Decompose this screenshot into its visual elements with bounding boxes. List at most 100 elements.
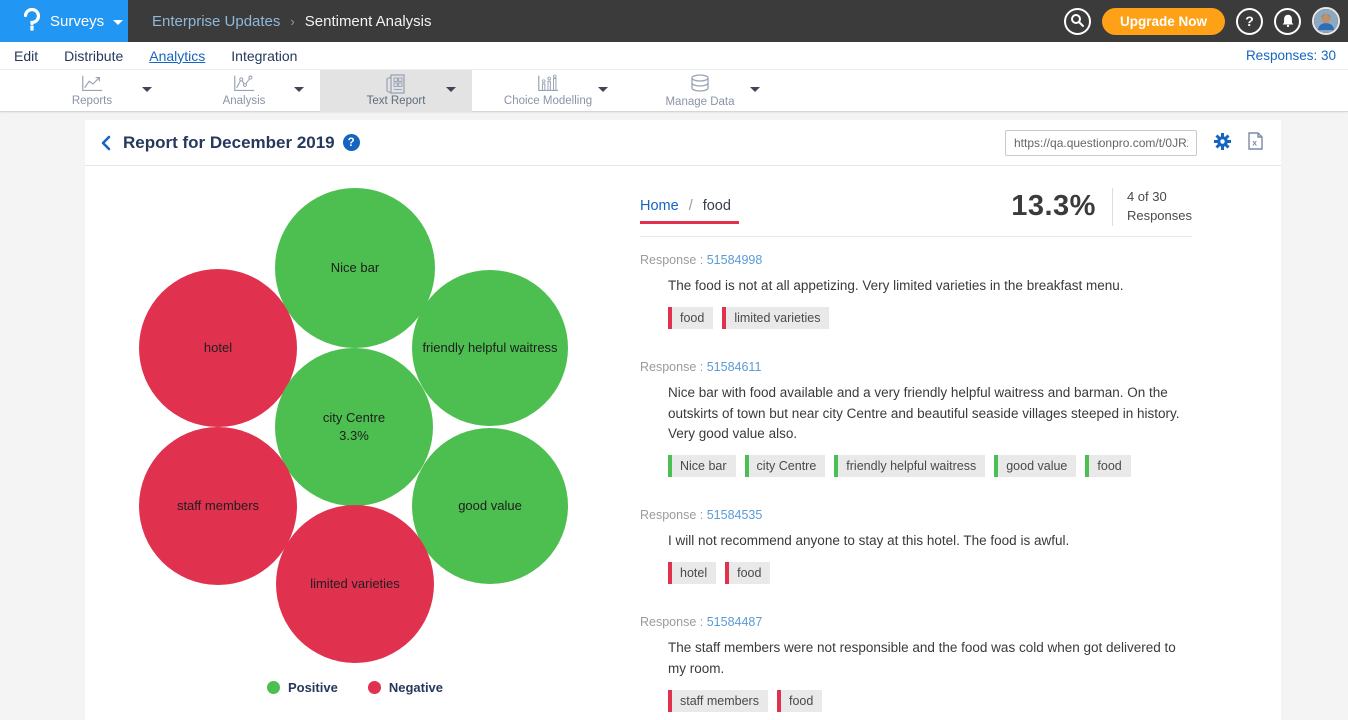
sentiment-tag-food[interactable]: food (1085, 455, 1131, 478)
share-url-input[interactable] (1005, 129, 1197, 156)
response-tags: staff members food (668, 690, 1192, 713)
responses-panel-header: Home / food 13.3% 4 of 30 Responses (640, 188, 1192, 237)
chart-legend: Positive Negative (85, 680, 625, 695)
surveys-product-menu[interactable]: Surveys (0, 0, 128, 42)
sentiment-tag-hotel[interactable]: hotel (668, 562, 717, 585)
avatar-image (1314, 9, 1338, 33)
response-id-link[interactable]: 51584998 (706, 252, 763, 267)
response-tags: hotel food (668, 562, 1192, 585)
subnav-item-edit[interactable]: Edit (14, 47, 39, 64)
count-unit: Responses (1126, 207, 1192, 223)
chevron-down-icon[interactable] (294, 87, 304, 92)
tag-percentage: 13.3% (1011, 190, 1096, 223)
response-header: Response : 51584611 (640, 360, 1192, 374)
tag-breadcrumb-separator: / (688, 198, 693, 214)
toolbar-item-manage-data[interactable]: Manage Data (624, 70, 776, 112)
bubble-label: hotel (203, 340, 233, 356)
reports-chart-icon (80, 74, 104, 94)
response-label: Response : (640, 252, 704, 267)
response-header: Response : 51584487 (640, 615, 1192, 629)
sentiment-tag-food[interactable]: food (725, 562, 771, 585)
export-spreadsheet-button[interactable]: x (1248, 132, 1263, 153)
subnav-items: Edit Distribute Analytics Integration (14, 48, 297, 64)
bubble-good-value[interactable]: good value (412, 428, 568, 584)
top-header-bar: Surveys Enterprise Updates › Sentiment A… (0, 0, 1348, 42)
responses-panel: Home / food 13.3% 4 of 30 Responses Resp… (640, 188, 1192, 720)
response-id-link[interactable]: 51584611 (706, 359, 762, 374)
chevron-down-icon[interactable] (446, 87, 456, 92)
breadcrumb-current: Sentiment Analysis (304, 12, 432, 30)
chevron-down-icon[interactable] (598, 87, 608, 92)
svg-text:x: x (1252, 138, 1257, 148)
product-name: Surveys (50, 12, 105, 30)
toolbar-item-reports[interactable]: Reports (16, 70, 168, 112)
notifications-button[interactable] (1274, 7, 1301, 35)
report-header-actions: x (1005, 129, 1263, 156)
breadcrumb: Enterprise Updates › Sentiment Analysis (128, 13, 431, 30)
subnav-item-distribute[interactable]: Distribute (64, 47, 124, 64)
response-id-link[interactable]: 51584487 (706, 615, 763, 630)
response-tags: food limited varieties (668, 306, 1192, 329)
toolbar-item-choice-modelling[interactable]: Choice Modelling (472, 70, 624, 112)
tag-stats: 13.3% 4 of 30 Responses (1011, 188, 1192, 226)
sentiment-tag-good-value[interactable]: good value (994, 455, 1077, 478)
user-avatar[interactable] (1312, 7, 1340, 35)
response-label: Response : (640, 615, 704, 630)
sentiment-tag-staff-members[interactable]: staff members (668, 690, 768, 713)
chevron-down-icon[interactable] (142, 87, 152, 92)
legend-item-positive: Positive (266, 680, 338, 695)
subnav-item-analytics[interactable]: Analytics (149, 47, 206, 64)
tag-breadcrumb-home-link[interactable]: Home (640, 198, 679, 214)
bubble-hotel[interactable]: hotel (139, 269, 297, 427)
response-label: Response : (640, 359, 704, 374)
bubble-label: good value (458, 498, 522, 514)
bubble-nice-bar[interactable]: Nice bar (275, 188, 435, 348)
response-label: Response : (640, 508, 704, 523)
help-button[interactable]: ? (1236, 7, 1263, 35)
responses-count[interactable]: Responses: 30 (1245, 48, 1336, 63)
response-header: Response : 51584535 (640, 508, 1192, 522)
chevron-down-icon[interactable] (750, 87, 760, 92)
response-item: Response : 51584998 The food is not at al… (640, 253, 1192, 329)
bubble-staff-members[interactable]: staff members (139, 427, 297, 585)
toolbar-item-text-report[interactable]: Text Report (320, 70, 472, 112)
toolbar-item-label: Manage Data (665, 96, 735, 108)
report-help-icon[interactable]: ? (342, 134, 360, 151)
breadcrumb-parent-link[interactable]: Enterprise Updates (152, 12, 281, 30)
response-id-link[interactable]: 51584535 (706, 508, 763, 523)
response-item: Response : 51584487 The staff members wer… (640, 615, 1192, 713)
response-list: Response : 51584998 The food is not at al… (640, 237, 1192, 713)
sentiment-tag-limited-varieties[interactable]: limited varieties (722, 306, 830, 329)
response-text: I will not recommend anyone to stay at t… (668, 533, 1070, 549)
toolbar-item-label: Text Report (366, 95, 426, 107)
subnav-item-integration[interactable]: Integration (231, 47, 298, 64)
bubble-city-centre[interactable]: city Centre 3.3% (275, 348, 433, 506)
sentiment-bubble-chart: Nice bar hotel friendly helpful waitress ci… (85, 166, 640, 719)
search-button[interactable] (1063, 7, 1091, 35)
sentiment-tag-city-centre[interactable]: city Centre (744, 455, 826, 478)
sentiment-tag-food[interactable]: food (776, 690, 823, 713)
back-button[interactable] (97, 133, 117, 153)
gear-icon (1214, 132, 1231, 153)
sentiment-tag-nice-bar[interactable]: Nice bar (668, 455, 736, 478)
survey-section-nav: Edit Distribute Analytics Integration Respo… (0, 42, 1348, 70)
sentiment-tag-food[interactable]: food (668, 306, 714, 329)
sentiment-tag-friendly-helpful-waitress[interactable]: friendly helpful waitress (834, 455, 986, 478)
response-item: Response : 51584535 I will not recommend … (640, 508, 1192, 585)
toolbar-item-analysis[interactable]: Analysis (168, 70, 320, 112)
settings-button[interactable] (1214, 132, 1231, 153)
bubble-label: staff members (176, 498, 260, 514)
topbar-actions: Upgrade Now ? (1063, 7, 1348, 35)
bubble-limited-varieties[interactable]: limited varieties (276, 505, 434, 663)
bubble-friendly-helpful-waitress[interactable]: friendly helpful waitress (412, 270, 568, 426)
tag-breadcrumb-current[interactable]: food (702, 198, 731, 214)
questionpro-logo-icon (22, 7, 41, 36)
text-report-icon (385, 74, 407, 94)
upgrade-now-button[interactable]: Upgrade Now (1101, 7, 1225, 35)
legend-label: Positive (287, 680, 338, 695)
legend-dot-icon (367, 681, 381, 694)
response-tags: Nice bar city Centre friendly helpful wait… (668, 455, 1192, 478)
bubble-label: Nice bar (330, 260, 380, 276)
question-mark-icon: ? (1245, 13, 1254, 29)
analytics-toolbar: Reports Analysis Text Report Choice Modelli… (0, 70, 1348, 112)
